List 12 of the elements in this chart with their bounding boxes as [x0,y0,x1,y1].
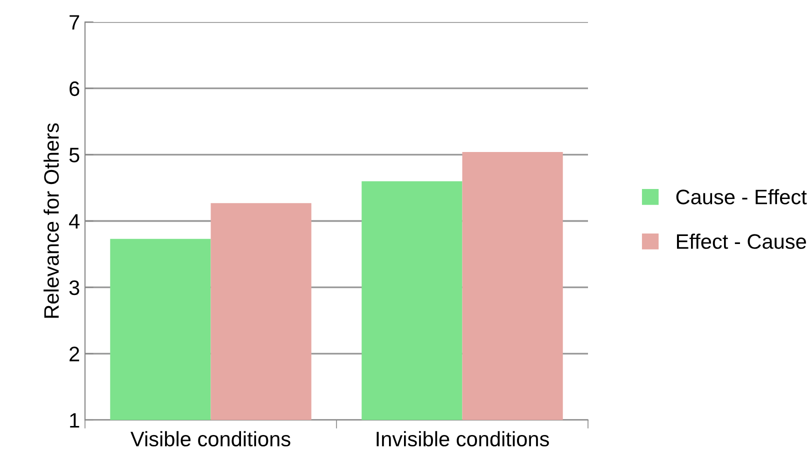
x-tick-label: Visible conditions [130,431,290,446]
legend-label: Effect - Cause [677,234,806,249]
legend-label: Cause - Effect [676,189,807,204]
y-tick-label: 2 [70,346,80,362]
y-tick-label: 6 [70,81,80,96]
y-tick-label: 7 [70,15,80,30]
y-tick-label: 4 [69,214,80,229]
y-tick-label: 3 [69,280,80,296]
y-tick-label: 1 [70,413,80,428]
y-tick-label: 5 [69,148,80,162]
y-axis-title: Relevance for Others [44,123,59,318]
x-tick-label: Invisible conditions [376,431,549,446]
